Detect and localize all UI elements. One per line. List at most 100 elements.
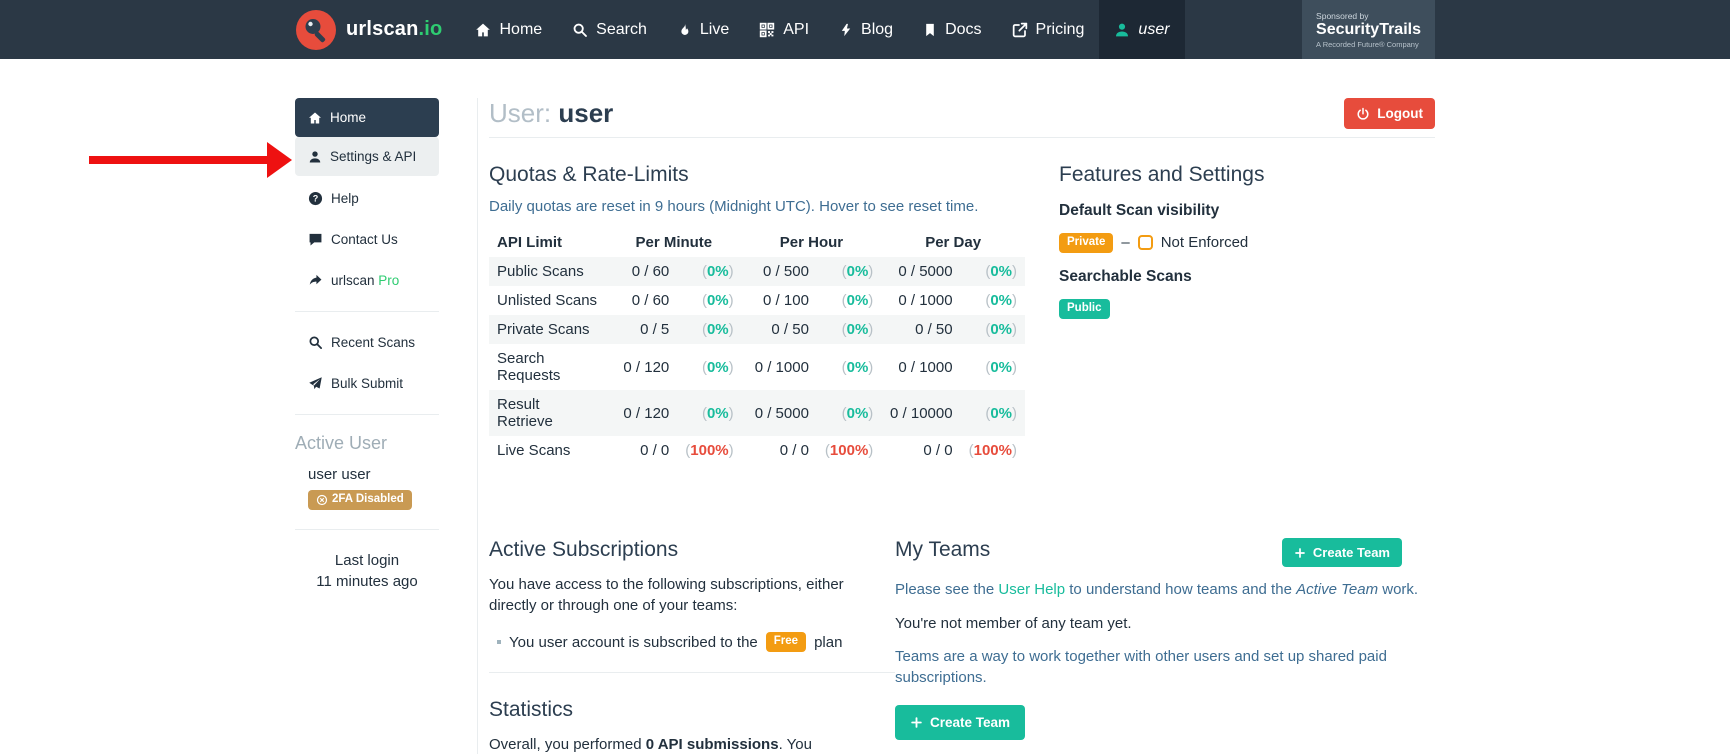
sponsor-subtitle: A Recorded Future® Company (1316, 40, 1419, 50)
quota-row-label: Private Scans (497, 321, 590, 338)
quota-row-label: Unlisted Scans (497, 292, 598, 309)
logout-button[interactable]: Logout (1344, 98, 1435, 129)
sidebar-item-settings-api[interactable]: Settings & API (295, 137, 439, 176)
create-team-button-top[interactable]: Create Team (1281, 538, 1402, 567)
sidebar-item-contact[interactable]: Contact Us (295, 221, 439, 258)
quotas-reset-note: Daily quotas are reset in 9 hours (Midni… (489, 198, 979, 215)
quota-hour-percent: (0%) (841, 404, 874, 422)
2fa-status-badge: 2FA Disabled (308, 490, 412, 510)
searchable-label: Searchable Scans (1059, 267, 1192, 285)
brand-logo[interactable]: urlscan.io (295, 0, 460, 59)
user-help-link[interactable]: User Help (998, 581, 1066, 598)
plus-icon (911, 716, 922, 728)
sidebar-item-recent-scans[interactable]: Recent Scans (295, 324, 439, 361)
searchable-badge: Public (1059, 298, 1110, 319)
plus-icon (1295, 547, 1305, 558)
quota-minute-percent: (0%) (701, 263, 734, 280)
quota-row-label: Result Retrieve (497, 396, 553, 430)
nav-item-live[interactable]: Live (662, 0, 744, 59)
paper-plane-icon (309, 377, 322, 390)
quota-row-label: Live Scans (497, 442, 571, 459)
nav-item-search[interactable]: Search (557, 0, 662, 59)
nav-item-pricing[interactable]: Pricing (997, 0, 1100, 59)
main-content: User: user Logout Quotas & Rate-Limits D… (478, 98, 1435, 754)
statistics-heading: Statistics (489, 698, 574, 722)
quota-day-percent: (100%) (968, 442, 1017, 459)
quota-hour-percent: (0%) (841, 321, 874, 338)
quota-hour-percent: (0%) (841, 263, 874, 280)
quota-minute-value: 0 / 120 (623, 358, 670, 376)
quota-table-row: Private Scans 0 / 5 (0%) 0 / 50 (0%) 0 /… (489, 315, 1025, 344)
svg-text:?: ? (313, 194, 319, 204)
quota-table-row: Unlisted Scans 0 / 60 (0%) 0 / 100 (0%) … (489, 286, 1025, 315)
quota-day-percent: (0%) (985, 263, 1017, 280)
features-section: Features and Settings Default Scan visib… (1059, 138, 1435, 465)
last-login-label: Last login (334, 551, 400, 569)
quotas-heading: Quotas & Rate-Limits (489, 163, 689, 186)
quota-minute-value: 0 / 60 (631, 263, 670, 280)
quota-day-value: 0 / 10000 (890, 404, 953, 422)
quota-row-label: Search Requests (497, 350, 561, 384)
question-circle-icon: ? (308, 191, 323, 206)
quota-day-value: 0 / 1000 (898, 292, 953, 309)
comment-icon (309, 233, 322, 246)
visibility-label: Default Scan visibility (1059, 202, 1220, 219)
user-icon (1116, 23, 1129, 36)
page-title: User: user (489, 98, 614, 128)
quota-day-value: 0 / 1000 (898, 358, 953, 376)
enforced-checkbox[interactable] (1137, 235, 1153, 251)
nav-item-docs[interactable]: Docs (908, 0, 996, 59)
create-team-button-bottom[interactable]: Create Team (895, 704, 1026, 740)
divider (489, 672, 895, 674)
circle-x-icon (316, 494, 328, 505)
nav-item-home[interactable]: Home (460, 0, 557, 59)
teams-no-member-text: You're not member of any team yet. (895, 614, 1132, 632)
quota-minute-value: 0 / 120 (623, 404, 670, 422)
quota-hour-value: 0 / 100 (763, 292, 809, 309)
enforced-label: Not Enforced (1160, 234, 1249, 252)
sidebar-item-urlscan-pro[interactable]: urlscan Pro (295, 262, 439, 299)
quota-table-body: Public Scans 0 / 60 (0%) 0 / 500 (0%) 0 … (489, 257, 1025, 465)
urlscan-logo-icon (296, 9, 336, 50)
quota-table-row: Result Retrieve 0 / 120 (0%) 0 / 5000 (0… (489, 390, 1025, 436)
last-login: Last login 11 minutes ago (295, 542, 439, 600)
quota-row-label: Public Scans (497, 263, 584, 280)
quota-table-row: Search Requests 0 / 120 (0%) 0 / 1000 (0… (489, 344, 1025, 390)
quota-day-value: 0 / 50 (915, 321, 953, 338)
quota-day-value: 0 / 0 (923, 442, 953, 459)
quota-minute-value: 0 / 5 (640, 321, 670, 338)
nav-item-api[interactable]: API (744, 0, 824, 59)
quota-hour-value: 0 / 0 (779, 442, 809, 459)
qrcode-icon (760, 22, 775, 37)
last-login-value: 11 minutes ago (316, 572, 418, 590)
sidebar-item-bulk-submit[interactable]: Bulk Submit (295, 365, 439, 402)
pointer-arrow (89, 142, 292, 178)
sidebar-item-help[interactable]: ? Help (295, 180, 439, 217)
quota-hour-value: 0 / 50 (771, 321, 809, 338)
top-navbar: urlscan.io Home Search Live API Blog (0, 0, 1730, 59)
active-user-name: user user (308, 466, 371, 483)
teams-help-text: Please see the User Help to understand h… (895, 581, 1419, 598)
nav-item-user-menu[interactable]: user (1099, 0, 1185, 59)
quota-hour-percent: (100%) (824, 442, 874, 459)
subscriptions-section: Active Subscriptions You have access to … (489, 513, 895, 754)
quota-minute-percent: (0%) (701, 292, 734, 309)
home-icon (476, 23, 491, 36)
share-arrow-icon (309, 274, 322, 285)
nav-item-blog[interactable]: Blog (824, 0, 908, 59)
quota-day-percent: (0%) (985, 404, 1017, 422)
search-icon (309, 336, 322, 349)
quota-day-value: 0 / 5000 (898, 263, 953, 280)
fire-icon (681, 22, 689, 35)
home-icon (309, 111, 321, 124)
teams-section: My Teams Create Team Please see the User… (895, 513, 1435, 754)
sidebar-item-home[interactable]: Home (295, 98, 439, 137)
sponsor-securitytrails[interactable]: Sponsored by SecurityTrails A Recorded F… (1302, 0, 1435, 59)
user-icon (309, 150, 321, 163)
quota-minute-value: 0 / 60 (631, 292, 670, 309)
quotas-section: Quotas & Rate-Limits Daily quotas are re… (489, 138, 1025, 465)
divider (489, 137, 1435, 138)
divider (295, 528, 439, 530)
search-icon (573, 23, 588, 37)
quota-minute-percent: (100%) (685, 442, 734, 459)
